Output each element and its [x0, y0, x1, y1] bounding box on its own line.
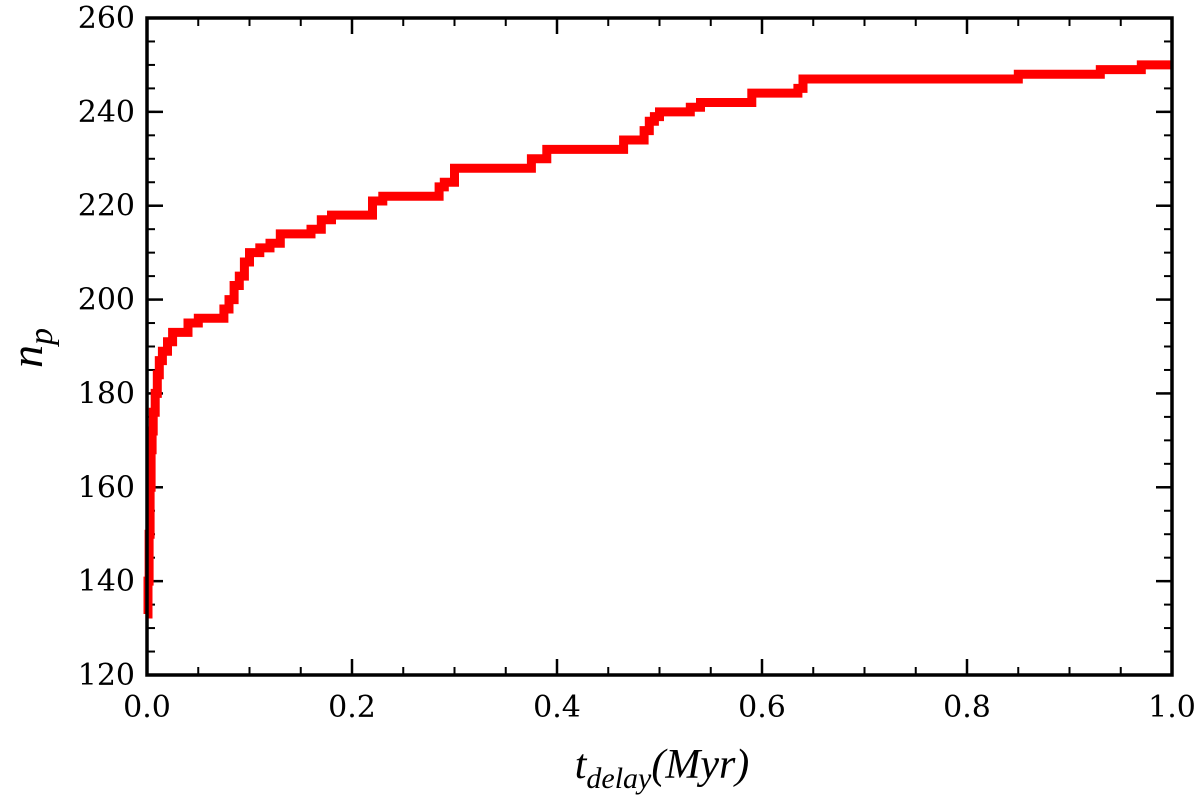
y-tick-label: 260 — [78, 1, 135, 36]
x-axis-title-sub: delay — [586, 762, 652, 795]
x-tick-label: 0.4 — [533, 690, 581, 725]
major-ticks — [145, 16, 1174, 677]
y-tick-label: 120 — [78, 658, 135, 693]
series-line-0 — [143, 60, 1172, 619]
x-tick-label: 0.0 — [123, 690, 171, 725]
x-tick-label: 0.2 — [328, 690, 376, 725]
y-axis-title: np — [1, 328, 60, 368]
y-tick-label: 200 — [78, 283, 135, 318]
y-tick-label: 160 — [78, 470, 135, 505]
series-layer — [143, 60, 1172, 619]
y-tick-label: 140 — [78, 564, 135, 599]
x-axis-title: tdelay(Myr) — [575, 742, 750, 795]
y-axis-title-main: n — [1, 345, 52, 368]
x-tick-label: 1.0 — [1148, 690, 1196, 725]
x-axis-title-main: t — [575, 742, 588, 788]
y-tick-labels: 120 140 160 180 200 220 240 260 — [78, 1, 135, 693]
x-tick-label: 0.6 — [738, 690, 786, 725]
y-axis-title-sub: p — [23, 328, 60, 347]
y-tick-label: 240 — [78, 95, 135, 130]
plot-frame — [145, 16, 1174, 677]
x-tick-label: 0.8 — [943, 690, 991, 725]
y-tick-label: 220 — [78, 189, 135, 224]
y-tick-label: 180 — [78, 376, 135, 411]
x-axis-title-rest: (Myr) — [651, 742, 749, 788]
x-tick-labels: 0.0 0.2 0.4 0.6 0.8 1.0 — [123, 690, 1196, 725]
